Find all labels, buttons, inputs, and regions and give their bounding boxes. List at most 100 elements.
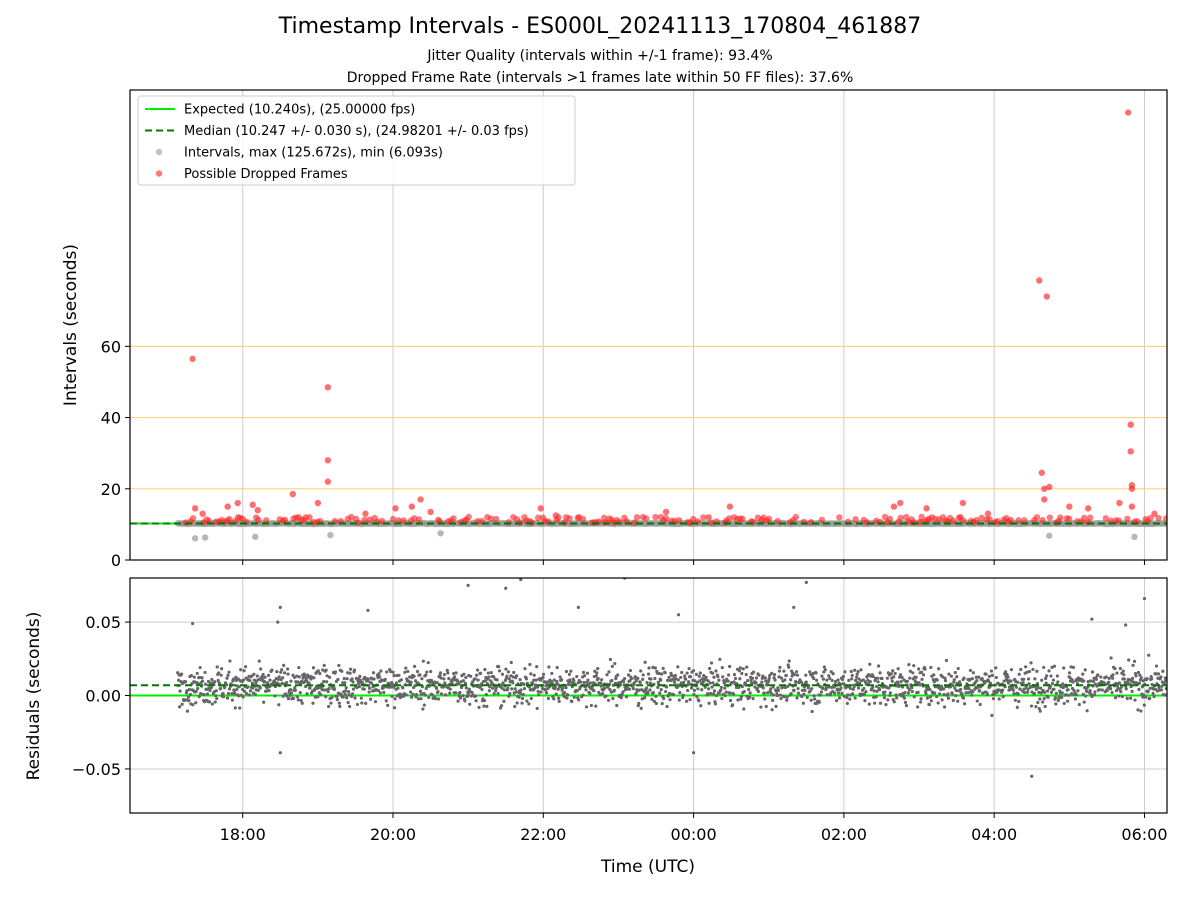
- residual-point: [534, 683, 538, 687]
- residual-point: [717, 691, 721, 695]
- residual-point: [414, 693, 419, 697]
- residual-point: [785, 698, 789, 702]
- dropped-point: [765, 515, 773, 523]
- residual-point: [607, 670, 611, 674]
- dropped-point: [1007, 516, 1015, 524]
- residual-point: [556, 687, 560, 691]
- residual-point: [881, 685, 885, 689]
- residual-point: [744, 672, 748, 677]
- residual-point: [227, 687, 232, 691]
- residual-point: [918, 683, 922, 687]
- residual-point: [1012, 692, 1016, 696]
- residual-point: [764, 679, 768, 683]
- residual-point: [177, 678, 181, 682]
- residual-point: [293, 688, 297, 692]
- y-tick-label-top: 20: [101, 480, 121, 499]
- residual-point: [737, 685, 741, 689]
- residual-point: [191, 703, 195, 707]
- residual-point: [1107, 680, 1111, 684]
- residual-point: [1027, 669, 1032, 674]
- residual-point: [355, 702, 360, 707]
- residual-point: [550, 671, 554, 676]
- residual-point: [1043, 704, 1047, 709]
- residual-point: [295, 695, 299, 699]
- residual-point: [872, 695, 876, 699]
- residual-point: [691, 669, 696, 673]
- residual-point: [686, 683, 690, 687]
- residual-point: [739, 695, 743, 699]
- residual-point: [661, 666, 665, 670]
- residual-point: [480, 687, 484, 692]
- residual-point: [1022, 677, 1026, 681]
- residual-point: [1017, 699, 1021, 704]
- residual-point: [356, 681, 360, 686]
- residual-point: [851, 687, 855, 691]
- dropped-point: [818, 516, 826, 524]
- residual-point: [1083, 668, 1087, 672]
- residual-point: [889, 672, 893, 676]
- residual-point: [502, 688, 507, 692]
- residual-point: [511, 681, 515, 685]
- residual-point: [779, 696, 783, 701]
- residual-point: [606, 698, 611, 702]
- residual-point: [494, 689, 498, 693]
- residual-point: [320, 688, 324, 692]
- residual-point: [739, 697, 743, 701]
- residual-point: [600, 678, 604, 682]
- residual-point: [912, 664, 916, 668]
- residual-point: [1050, 665, 1054, 669]
- residual-point: [1035, 669, 1039, 673]
- residual-point: [372, 677, 376, 681]
- residual-point: [560, 686, 565, 690]
- residual-point: [896, 667, 900, 671]
- residual-point: [358, 674, 362, 678]
- residual-point: [1091, 679, 1096, 683]
- residual-point: [500, 686, 504, 690]
- residual-point: [582, 674, 587, 678]
- residual-point: [513, 687, 517, 691]
- residual-point: [226, 691, 231, 696]
- residual-point: [639, 669, 643, 673]
- residual-point: [893, 671, 897, 676]
- residual-point: [392, 674, 396, 678]
- residual-point: [638, 680, 642, 685]
- residual-point: [842, 694, 846, 698]
- intervals-y-axis-label: Intervals (seconds): [61, 244, 81, 406]
- residual-point: [187, 699, 191, 703]
- residual-point: [651, 665, 655, 669]
- dropped-outlier: [552, 512, 560, 519]
- residual-point: [888, 691, 892, 695]
- residual-point: [324, 668, 328, 672]
- residual-point: [897, 684, 901, 688]
- residual-point: [1037, 690, 1041, 695]
- residual-point: [477, 705, 481, 710]
- dropped-point: [792, 513, 800, 521]
- residual-point: [908, 676, 912, 680]
- residual-point: [825, 693, 829, 697]
- residual-point: [510, 687, 514, 691]
- residual-point: [900, 675, 904, 680]
- residual-point: [221, 692, 225, 696]
- residual-point: [647, 666, 651, 670]
- dropped-point: [949, 517, 957, 525]
- residual-point: [557, 696, 561, 700]
- residual-point: [276, 677, 280, 682]
- dropped-point: [960, 517, 967, 524]
- residual-point: [445, 668, 449, 672]
- residual-point: [470, 691, 474, 695]
- residual-point: [367, 690, 371, 694]
- residual-point: [336, 691, 340, 695]
- residual-point: [843, 670, 847, 674]
- residual-point: [778, 693, 783, 697]
- residual-point: [646, 672, 651, 676]
- dropped-point: [1124, 515, 1131, 523]
- residual-point: [939, 684, 944, 688]
- residual-point: [281, 694, 285, 698]
- residual-point: [731, 692, 736, 696]
- residual-point: [868, 662, 872, 666]
- residual-point: [338, 704, 342, 709]
- dropped-point: [675, 517, 683, 524]
- residual-point: [640, 697, 644, 701]
- x-tick-label: 20:00: [370, 825, 416, 844]
- residual-point: [429, 669, 433, 674]
